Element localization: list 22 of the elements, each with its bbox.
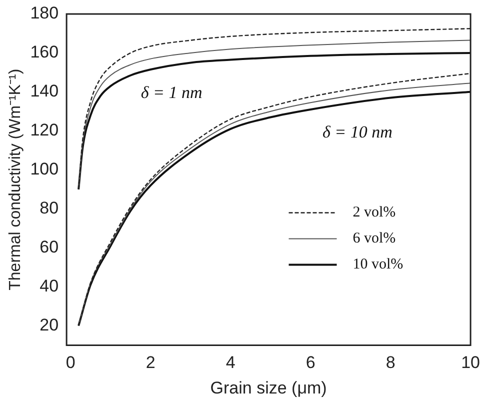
x-tick-label: 4 bbox=[226, 353, 236, 372]
legend-label: 2 vol% bbox=[352, 204, 396, 221]
y-tick-label: 80 bbox=[40, 198, 59, 218]
y-tick-label: 20 bbox=[40, 315, 59, 334]
y-tick-label: 60 bbox=[40, 237, 59, 256]
legend-label: 10 vol% bbox=[352, 256, 404, 273]
y-tick-label: 180 bbox=[30, 4, 59, 23]
x-tick-label: 0 bbox=[66, 353, 76, 372]
y-tick-label: 120 bbox=[30, 120, 59, 140]
y-tick-label: 100 bbox=[30, 160, 59, 179]
x-tick-label: 8 bbox=[386, 353, 396, 372]
x-tick-label: 10 bbox=[461, 353, 480, 372]
annotation: δ = 10 nm bbox=[322, 122, 392, 142]
x-axis-title: Grain size (μm) bbox=[210, 378, 327, 398]
legend-label: 6 vol% bbox=[352, 230, 396, 247]
y-axis-title: Thermal conductivity (Wm⁻¹K⁻¹) bbox=[7, 68, 24, 290]
x-tick-label: 6 bbox=[306, 353, 316, 372]
y-tick-label: 140 bbox=[30, 82, 59, 101]
x-tick-label: 2 bbox=[146, 353, 156, 372]
annotation: δ = 1 nm bbox=[140, 82, 202, 102]
y-tick-label: 160 bbox=[30, 42, 59, 62]
y-tick-label: 40 bbox=[40, 276, 59, 296]
